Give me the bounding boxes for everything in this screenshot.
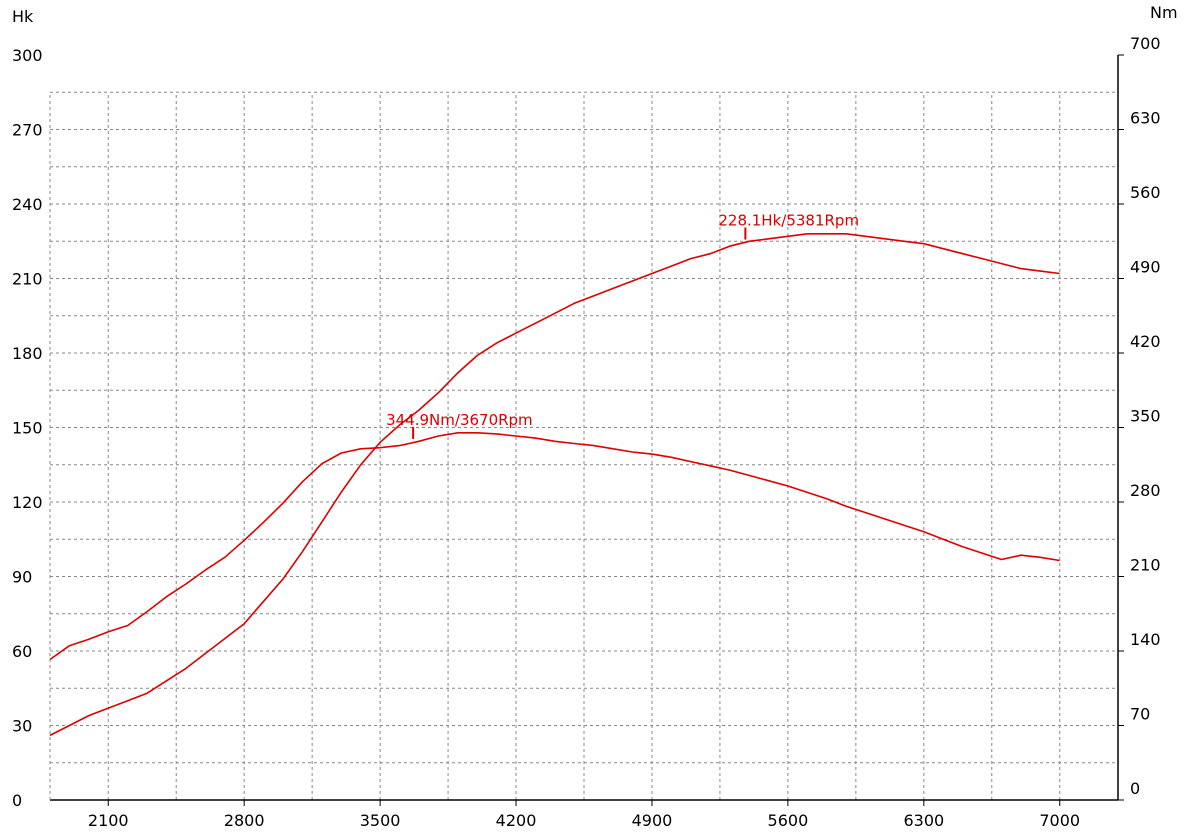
right-tick-label: 0 (1130, 779, 1140, 798)
axes (49, 54, 1124, 806)
left-tick-label: 270 (12, 121, 43, 140)
grid (50, 91, 1118, 800)
left-tick-label: 0 (12, 791, 22, 810)
right-tick-label: 70 (1130, 705, 1150, 724)
power-curve (49, 233, 1060, 737)
right-tick-label: 490 (1130, 258, 1161, 277)
left-tick-label: 120 (12, 493, 43, 512)
x-tick-label: 4200 (496, 811, 537, 830)
right-tick-label: 140 (1130, 630, 1161, 649)
right-unit-label: Nm (1150, 3, 1178, 22)
annotations: 228.1Hk/5381Rpm 344.9Nm/3670Rpm (386, 212, 859, 439)
right-tick-label: 420 (1130, 332, 1161, 351)
x-tick-label: 5600 (768, 811, 809, 830)
x-tick-label: 3500 (360, 811, 401, 830)
x-tick-label: 4900 (632, 811, 673, 830)
x-tick-label: 2100 (88, 811, 129, 830)
left-tick-label: 30 (12, 717, 32, 736)
left-tick-label: 240 (12, 195, 43, 214)
left-tick-label: 60 (12, 642, 32, 661)
right-tick-label: 630 (1130, 109, 1161, 128)
left-tick-label: 90 (12, 568, 32, 587)
tick-labels: 2100 2800 3500 4200 4900 5600 6300 700003060901… (12, 34, 1161, 830)
left-tick-label: 300 (12, 46, 43, 65)
left-tick-label: 150 (12, 419, 43, 438)
series (49, 233, 1060, 737)
peak-torque-label: 344.9Nm/3670Rpm (386, 411, 533, 429)
left-unit-label: Hk (12, 7, 34, 26)
left-tick-label: 210 (12, 270, 43, 289)
left-tick-label: 180 (12, 344, 43, 363)
right-tick-label: 280 (1130, 481, 1161, 500)
x-tick-label: 6300 (903, 811, 944, 830)
right-tick-label: 210 (1130, 556, 1161, 575)
right-tick-label: 700 (1130, 34, 1161, 53)
right-tick-label: 350 (1130, 407, 1161, 426)
right-tick-label: 560 (1130, 183, 1161, 202)
x-tick-label: 2800 (224, 811, 265, 830)
peak-power-label: 228.1Hk/5381Rpm (718, 212, 859, 230)
torque-curve (49, 431, 1060, 661)
x-tick-label: 7000 (1039, 811, 1080, 830)
